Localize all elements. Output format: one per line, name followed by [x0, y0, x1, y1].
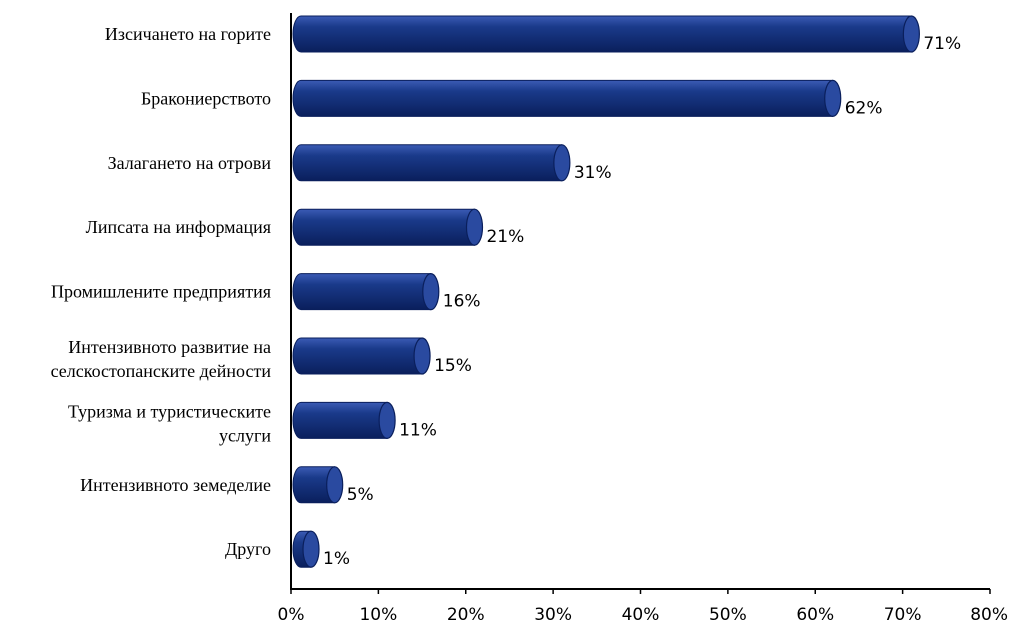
bar-body [292, 273, 432, 311]
x-tick-label: 30% [534, 605, 572, 625]
value-labels: 71% 62% 31% 21% 16% 15% 11% 5% 1% [323, 34, 961, 569]
bar [292, 79, 842, 118]
category-label-line: услуги [219, 425, 271, 445]
category-label: Интензивното развитие на селскостопанскит… [51, 337, 272, 381]
bar [292, 337, 431, 375]
x-tick-label: 0% [278, 605, 305, 625]
bar-body [292, 466, 336, 504]
bar-body [292, 337, 423, 375]
data-label: 31% [574, 163, 612, 183]
category-label-line: Туризма и туристическите [68, 401, 271, 421]
bar [292, 15, 920, 53]
data-label: 21% [486, 227, 524, 247]
data-label: 11% [399, 420, 437, 440]
x-tick-label: 50% [709, 605, 747, 625]
x-tick-label: 20% [447, 605, 485, 625]
bar-cap [422, 273, 440, 311]
bar [292, 466, 344, 504]
category-label-line: Залагането на отрови [108, 153, 272, 173]
bar [292, 273, 440, 311]
bar-cap [553, 144, 571, 182]
bars-layer [292, 15, 920, 568]
bar [292, 530, 320, 568]
category-label: Бракониерството [141, 88, 271, 108]
bar-body [292, 144, 563, 182]
x-tick-label: 40% [622, 605, 660, 625]
bar-body [292, 401, 388, 439]
category-label: Липсата на информация [86, 217, 271, 237]
category-label: Залагането на отрови [108, 153, 272, 173]
x-tick-label: 10% [359, 605, 397, 625]
x-tick-label: 60% [796, 605, 834, 625]
category-label-line: Интензивното развитие на [68, 337, 271, 357]
data-label: 15% [434, 356, 472, 376]
data-label: 62% [845, 98, 883, 118]
bar-cap [378, 401, 396, 439]
bar-cap [902, 15, 920, 53]
category-label: Изсичането на горите [105, 24, 271, 44]
category-label: Промишлените предприятия [51, 282, 271, 302]
bar [292, 208, 484, 246]
category-label-line: Друго [225, 539, 271, 559]
data-label: 16% [443, 292, 481, 312]
bar [292, 144, 571, 182]
data-label: 5% [347, 485, 374, 505]
bar-body [292, 79, 834, 117]
bar-body [292, 208, 475, 246]
x-axis-ticks: 0% 10% 20% 30% 40% 50% 60% 70% 80% [278, 589, 1008, 625]
category-label-line: Бракониерството [141, 88, 271, 108]
category-label: Туризма и туристическите услуги [68, 401, 271, 445]
bar-cap [302, 530, 320, 568]
category-label: Интензивното земеделие [80, 475, 271, 495]
bar-body [292, 15, 912, 53]
category-label-line: селскостопанските дейности [51, 361, 272, 381]
bar-cap [824, 79, 842, 118]
bar [292, 401, 396, 439]
bar-cap [465, 208, 484, 246]
category-label: Друго [225, 539, 271, 559]
category-label-line: Интензивното земеделие [80, 475, 271, 495]
data-label: 1% [323, 549, 350, 569]
x-tick-label: 70% [884, 605, 922, 625]
category-label-line: Липсата на информация [86, 217, 271, 237]
bar-cap [413, 337, 431, 375]
data-label: 71% [923, 34, 961, 54]
category-label-line: Промишлените предприятия [51, 282, 271, 302]
x-tick-label: 80% [970, 605, 1008, 625]
category-label-line: Изсичането на горите [105, 24, 271, 44]
category-labels: Изсичането на горите Бракониерството Залаг… [51, 24, 272, 559]
bar-cap [326, 466, 344, 504]
